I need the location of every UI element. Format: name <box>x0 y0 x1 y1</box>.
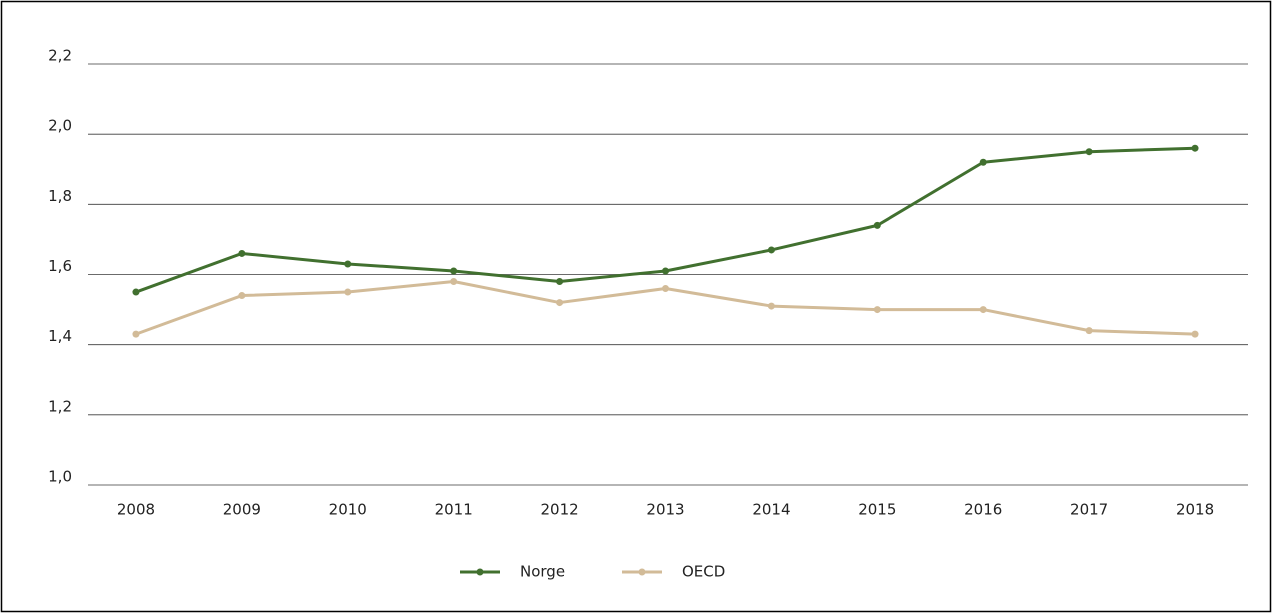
point <box>1085 327 1093 335</box>
point <box>132 330 140 338</box>
x-tick-label: 2010 <box>329 501 367 519</box>
y-tick-label: 2,0 <box>48 117 72 135</box>
point <box>767 302 775 310</box>
point <box>1085 148 1093 156</box>
x-tick-label: 2017 <box>1070 501 1108 519</box>
y-tick-label: 2,2 <box>48 47 72 65</box>
point <box>132 288 140 296</box>
point <box>662 267 669 275</box>
legend-swatch-dot <box>638 568 646 576</box>
y-tick-label: 1,8 <box>48 187 72 205</box>
point <box>873 306 881 314</box>
x-tick-label: 2013 <box>646 501 684 519</box>
point <box>979 158 987 166</box>
x-tick-label: 2016 <box>964 501 1002 519</box>
x-tick-label: 2014 <box>752 501 790 519</box>
x-tick-label: 2009 <box>223 501 261 519</box>
point <box>873 221 881 229</box>
x-tick-label: 2015 <box>858 501 896 519</box>
x-tick-label: 2008 <box>117 501 155 519</box>
point <box>767 246 775 254</box>
y-tick-label: 1,6 <box>48 257 72 275</box>
y-tick-label: 1,4 <box>48 327 72 345</box>
x-tick-label: 2011 <box>435 501 473 519</box>
point <box>344 260 352 268</box>
point <box>1191 144 1199 152</box>
point <box>450 278 458 286</box>
point <box>1191 330 1199 338</box>
point <box>238 249 246 257</box>
point <box>979 306 987 314</box>
x-tick-label: 2018 <box>1176 501 1214 519</box>
point <box>556 299 564 307</box>
legend-swatch-dot <box>476 568 484 576</box>
point <box>662 285 669 293</box>
point <box>344 288 352 296</box>
x-tick-label: 2012 <box>540 501 578 519</box>
legend-label: Norge <box>520 563 565 581</box>
legend-label: OECD <box>682 563 725 581</box>
y-tick-label: 1,0 <box>48 468 72 486</box>
point <box>556 278 564 286</box>
y-tick-label: 1,2 <box>48 397 72 415</box>
point <box>238 292 246 300</box>
point <box>450 267 458 275</box>
